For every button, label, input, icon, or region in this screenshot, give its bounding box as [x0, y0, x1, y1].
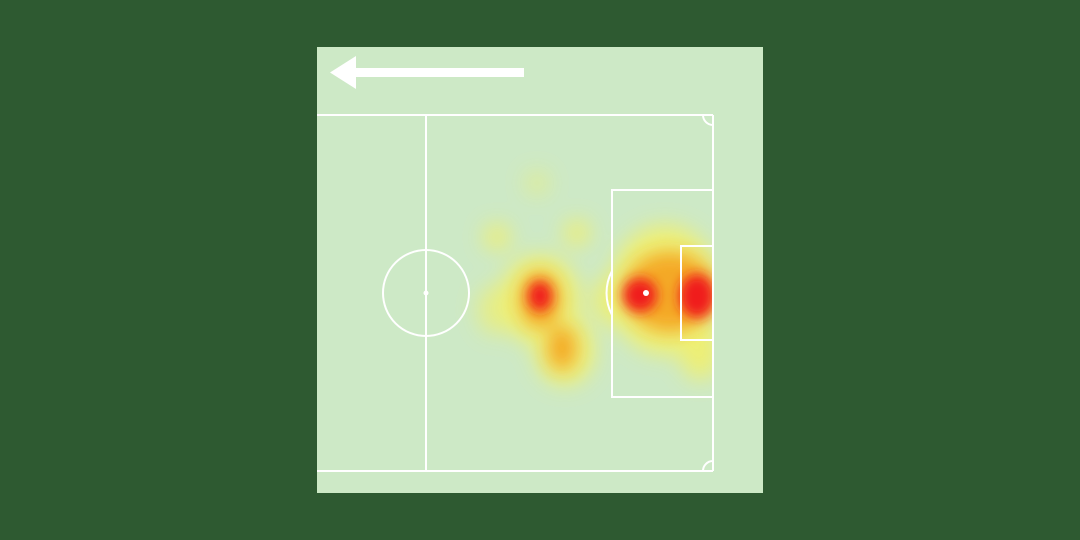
penalty-spot — [643, 290, 649, 296]
direction-arrow — [330, 56, 524, 89]
center-spot — [423, 290, 429, 296]
heatmap — [477, 171, 713, 385]
heat-high — [528, 274, 713, 318]
pitch-lines — [317, 114, 714, 472]
